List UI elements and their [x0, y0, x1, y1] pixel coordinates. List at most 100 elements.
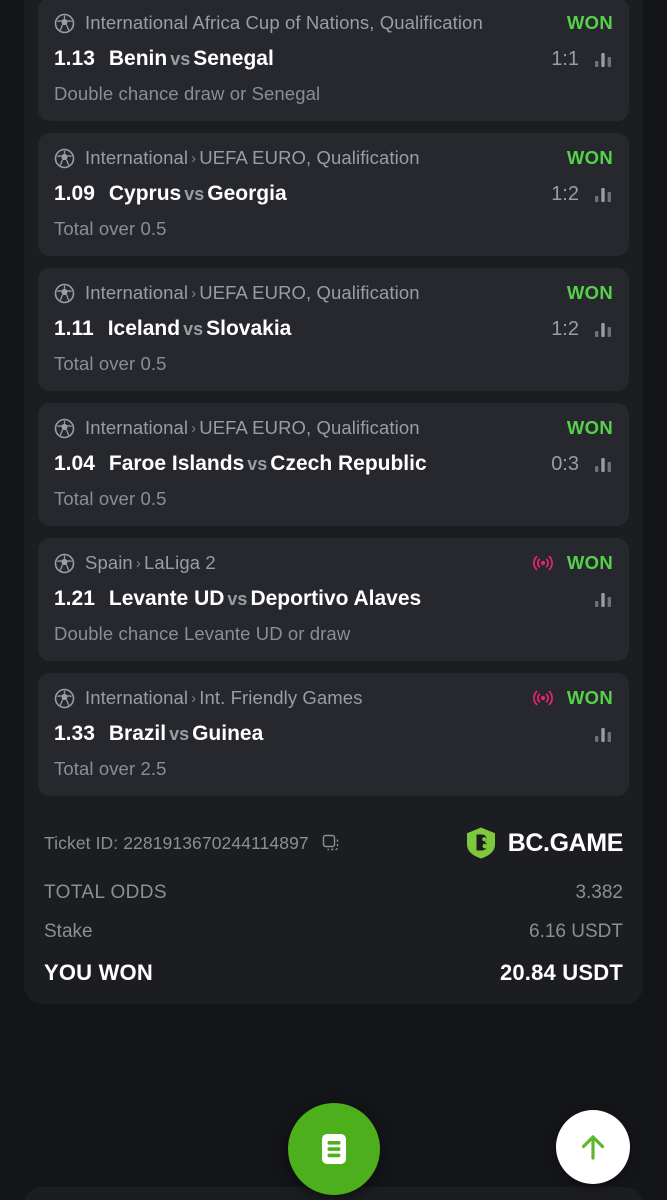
breadcrumb-separator: › — [191, 285, 197, 302]
total-label: YOU WON — [44, 960, 153, 985]
home-team: Iceland — [107, 317, 181, 340]
bar-chart-icon[interactable] — [593, 724, 613, 744]
league-breadcrumb: International › Int. Friendly Games — [85, 687, 522, 709]
payout-row: YOU WON 20.84 USDT — [44, 960, 623, 986]
selection-status-group: WON — [522, 552, 613, 574]
market-description: Double chance Levante UD or draw — [54, 623, 351, 644]
brand-logo: BC.GAME — [464, 826, 623, 860]
league-breadcrumb: Spain › LaLiga 2 — [85, 552, 522, 574]
league-breadcrumb: International › UEFA EURO, Qualification — [85, 282, 557, 304]
match-teams: Iceland vs Slovakia — [108, 317, 541, 341]
match-meta: 1:1 — [541, 48, 613, 71]
bar-chart-icon[interactable] — [593, 319, 613, 339]
selection-header: International › Int. Friendly Games WON — [54, 687, 613, 709]
selection-card[interactable]: International › UEFA EURO, Qualification WO… — [38, 268, 629, 391]
selection-card[interactable]: International Africa Cup of Nations, Qua… — [38, 0, 629, 121]
breadcrumb-separator: › — [191, 150, 197, 167]
match-meta — [583, 724, 613, 744]
total-label: TOTAL ODDS — [44, 882, 167, 903]
live-broadcast-icon — [532, 687, 554, 709]
ticket-id-group[interactable]: Ticket ID: 2281913670244114897 — [44, 833, 341, 854]
market-description: Total over 2.5 — [54, 758, 167, 779]
breadcrumb-separator: › — [135, 555, 141, 572]
selection-card[interactable]: International › UEFA EURO, Qualification WO… — [38, 133, 629, 256]
bet-slip-fab-button[interactable] — [288, 1103, 380, 1195]
league-name: International Africa Cup of Nations, Qua… — [85, 12, 483, 33]
selection-header: Spain › LaLiga 2 WON — [54, 552, 613, 574]
odds-value: 1.13 — [54, 47, 95, 70]
market-description: Total over 0.5 — [54, 488, 167, 509]
match-teams: Faroe Islands vs Czech Republic — [109, 452, 541, 476]
league-country: Spain — [85, 552, 133, 573]
bar-chart-icon[interactable] — [593, 49, 613, 69]
odds-value: 1.21 — [54, 587, 95, 610]
total-value: 6.16 USDT — [529, 921, 623, 942]
selection-card[interactable]: Spain › LaLiga 2 WON 1.21 Levante UD vs Deporti… — [38, 538, 629, 661]
bar-chart-icon[interactable] — [593, 184, 613, 204]
soccer-ball-icon — [54, 418, 75, 439]
ticket-id-text: Ticket ID: 2281913670244114897 — [44, 832, 309, 853]
status-badge: WON — [566, 12, 613, 33]
status-badge: WON — [566, 282, 613, 303]
odds-value: 1.04 — [54, 452, 95, 475]
selection-header: International › UEFA EURO, Qualification WO… — [54, 417, 613, 439]
selection-main: 1.04 Faroe Islands vs Czech Republic 0:3 — [54, 452, 613, 476]
market-description: Total over 0.5 — [54, 218, 167, 239]
match-teams: Brazil vs Guinea — [109, 722, 583, 746]
league-name: Int. Friendly Games — [199, 687, 363, 708]
selection-list: International Africa Cup of Nations, Qua… — [38, 0, 629, 796]
total-row: Stake 6.16 USDT — [44, 921, 623, 943]
selection-main: 1.33 Brazil vs Guinea — [54, 722, 613, 746]
match-meta: 1:2 — [541, 318, 613, 341]
selection-card[interactable]: International › Int. Friendly Games WON 1.33… — [38, 673, 629, 796]
vs-label: vs — [227, 589, 248, 609]
odds-value: 1.11 — [54, 317, 94, 340]
arrow-up-icon — [575, 1129, 611, 1165]
league-name: UEFA EURO, Qualification — [199, 282, 420, 303]
ticket-row: Ticket ID: 2281913670244114897 — [38, 808, 629, 866]
bar-chart-icon[interactable] — [593, 454, 613, 474]
odds-value: 1.33 — [54, 722, 95, 745]
vs-label: vs — [169, 724, 190, 744]
receipt-icon — [312, 1127, 356, 1171]
total-row: TOTAL ODDS 3.382 — [44, 882, 623, 904]
total-label: Stake — [44, 921, 93, 942]
away-team: Senegal — [193, 47, 274, 70]
bar-chart-icon[interactable] — [593, 589, 613, 609]
home-team: Benin — [108, 47, 168, 70]
status-badge: WON — [566, 417, 613, 438]
live-broadcast-icon — [532, 552, 554, 574]
selection-main: 1.21 Levante UD vs Deportivo Alaves — [54, 587, 613, 611]
bet-slip-panel: International Africa Cup of Nations, Qua… — [24, 0, 643, 1004]
league-country: International — [85, 282, 189, 303]
selection-header: International Africa Cup of Nations, Qua… — [54, 12, 613, 34]
bc-game-logo-icon — [464, 826, 498, 860]
match-teams: Cyprus vs Georgia — [109, 182, 541, 206]
scroll-to-top-button[interactable] — [556, 1110, 630, 1184]
match-meta: 1:2 — [541, 183, 613, 206]
league-name: UEFA EURO, Qualification — [199, 417, 420, 438]
vs-label: vs — [170, 49, 191, 69]
soccer-ball-icon — [54, 688, 75, 709]
selection-status-group: WON — [522, 687, 613, 709]
home-team: Levante UD — [108, 587, 225, 610]
selection-status-group: WON — [557, 282, 613, 304]
breadcrumb-separator: › — [191, 690, 197, 707]
total-value: 20.84 USDT — [499, 960, 623, 985]
selection-header: International › UEFA EURO, Qualification WO… — [54, 147, 613, 169]
copy-icon[interactable] — [321, 833, 341, 853]
market-description: Total over 0.5 — [54, 353, 167, 374]
home-team: Brazil — [108, 722, 167, 745]
match-meta — [583, 589, 613, 609]
total-value: 3.382 — [575, 882, 623, 903]
soccer-ball-icon — [54, 13, 75, 34]
league-breadcrumb: International › UEFA EURO, Qualification — [85, 147, 557, 169]
league-country: International — [85, 417, 189, 438]
vs-label: vs — [184, 184, 205, 204]
league-country: International — [85, 687, 189, 708]
selection-card[interactable]: International › UEFA EURO, Qualification WO… — [38, 403, 629, 526]
selection-main: 1.13 Benin vs Senegal 1:1 — [54, 47, 613, 71]
away-team: Georgia — [207, 182, 287, 205]
soccer-ball-icon — [54, 553, 75, 574]
match-teams: Levante UD vs Deportivo Alaves — [109, 587, 583, 611]
